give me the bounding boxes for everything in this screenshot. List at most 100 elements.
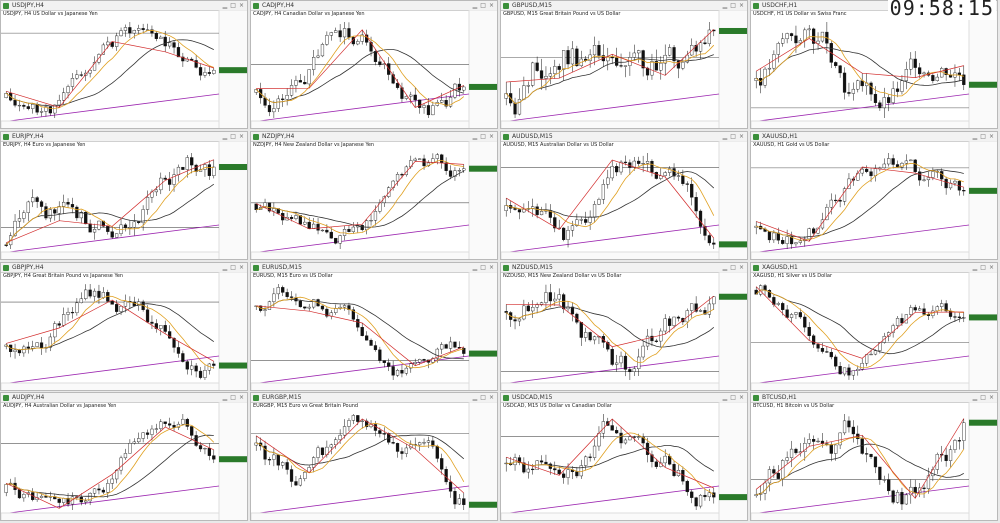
minimize-icon[interactable]: ▁ (222, 132, 228, 140)
chart-window-usdjpy-h4[interactable]: USDJPY,H4 ▁ □ × USDJPY, H4 US Dollar vs Japa… (0, 0, 248, 129)
chart-window-usdcad-m15[interactable]: USDCAD,M15 ▁ □ × USDCAD, M15 US Dollar vs Ca… (500, 392, 748, 521)
price-chart[interactable] (751, 402, 998, 521)
minimize-icon[interactable]: ▁ (472, 132, 478, 140)
price-chart[interactable] (251, 141, 498, 260)
chart-window-gbpjpy-h4[interactable]: GBPJPY,H4 ▁ □ × GBPJPY, H4 Great Britain Pou… (0, 262, 248, 391)
maximize-icon[interactable]: □ (730, 393, 736, 401)
price-chart[interactable] (1, 141, 248, 260)
price-chart[interactable] (251, 272, 498, 391)
chart-window-nzdusd-m15[interactable]: NZDUSD,M15 ▁ □ × NZDUSD, M15 New Zealand Dol… (500, 262, 748, 391)
close-icon[interactable]: × (738, 393, 744, 401)
close-icon[interactable]: × (488, 393, 494, 401)
chart-window-cadjpy-h4[interactable]: CADJPY,H4 ▁ □ × CADJPY, H4 Canadian Dollar v… (250, 0, 498, 129)
chart-titlebar[interactable]: USDCAD,M15 ▁ □ × (501, 393, 747, 403)
chart-titlebar[interactable]: NZDJPY,H4 ▁ □ × (251, 132, 497, 142)
chart-titlebar[interactable]: EURJPY,H4 ▁ □ × (1, 132, 247, 142)
price-chart[interactable] (501, 141, 748, 260)
chart-window-gbpusd-m15[interactable]: GBPUSD,M15 ▁ □ × GBPUSD, M15 Great Britain P… (500, 0, 748, 129)
trendline[interactable] (1, 485, 220, 515)
trendline[interactable] (751, 485, 970, 515)
maximize-icon[interactable]: □ (730, 132, 736, 140)
minimize-icon[interactable]: ▁ (472, 393, 478, 401)
close-icon[interactable]: × (238, 1, 244, 9)
maximize-icon[interactable]: □ (480, 1, 486, 9)
chart-titlebar[interactable]: XAUUSD,H1 ▁ □ × (751, 132, 997, 142)
trendline[interactable] (251, 485, 470, 515)
close-icon[interactable]: × (988, 393, 994, 401)
price-chart[interactable] (501, 10, 748, 129)
minimize-icon[interactable]: ▁ (222, 1, 228, 9)
trendline[interactable] (1, 224, 220, 254)
trendline[interactable] (501, 355, 720, 385)
chart-window-audjpy-h4[interactable]: AUDJPY,H4 ▁ □ × AUDJPY, H4 Australian Dollar… (0, 392, 248, 521)
close-icon[interactable]: × (238, 393, 244, 401)
minimize-icon[interactable]: ▁ (722, 1, 728, 9)
close-icon[interactable]: × (488, 132, 494, 140)
maximize-icon[interactable]: □ (230, 1, 236, 9)
chart-titlebar[interactable]: XAGUSD,H1 ▁ □ × (751, 263, 997, 273)
trendline[interactable] (251, 224, 470, 254)
maximize-icon[interactable]: □ (730, 263, 736, 271)
maximize-icon[interactable]: □ (480, 132, 486, 140)
trendline[interactable] (751, 355, 970, 385)
chart-titlebar[interactable]: GBPUSD,M15 ▁ □ × (501, 1, 747, 11)
chart-titlebar[interactable]: EURGBP,M15 ▁ □ × (251, 393, 497, 403)
maximize-icon[interactable]: □ (480, 393, 486, 401)
price-chart[interactable] (251, 402, 498, 521)
maximize-icon[interactable]: □ (980, 132, 986, 140)
chart-window-eurgbp-m15[interactable]: EURGBP,M15 ▁ □ × EURGBP, M15 Euro vs Great B… (250, 392, 498, 521)
minimize-icon[interactable]: ▁ (472, 1, 478, 9)
minimize-icon[interactable]: ▁ (222, 393, 228, 401)
chart-titlebar[interactable]: AUDJPY,H4 ▁ □ × (1, 393, 247, 403)
minimize-icon[interactable]: ▁ (472, 263, 478, 271)
minimize-icon[interactable]: ▁ (722, 393, 728, 401)
minimize-icon[interactable]: ▁ (972, 393, 978, 401)
maximize-icon[interactable]: □ (980, 393, 986, 401)
chart-window-eurusd-m15[interactable]: EURUSD,M15 ▁ □ × EURUSD, M15 Euro vs US Doll… (250, 262, 498, 391)
maximize-icon[interactable]: □ (480, 263, 486, 271)
trendline[interactable] (501, 224, 720, 254)
trendline[interactable] (251, 93, 470, 123)
price-chart[interactable] (1, 10, 248, 129)
chart-titlebar[interactable]: USDJPY,H4 ▁ □ × (1, 1, 247, 11)
price-chart[interactable] (501, 402, 748, 521)
price-chart[interactable] (751, 272, 998, 391)
chart-window-btcusd-h1[interactable]: BTCUSD,H1 ▁ □ × BTCUSD, H1 Bitcoin vs US Dol… (750, 392, 998, 521)
price-chart[interactable] (501, 272, 748, 391)
price-chart[interactable] (251, 10, 498, 129)
minimize-icon[interactable]: ▁ (722, 263, 728, 271)
price-chart[interactable] (751, 141, 998, 260)
maximize-icon[interactable]: □ (730, 1, 736, 9)
close-icon[interactable]: × (238, 263, 244, 271)
chart-titlebar[interactable]: EURUSD,M15 ▁ □ × (251, 263, 497, 273)
chart-window-usdchf-h1[interactable]: USDCHF,H1▁□×USDCHF, H1 US Dollar vs Swis… (750, 0, 998, 129)
trendline[interactable] (1, 355, 220, 385)
chart-window-eurjpy-h4[interactable]: EURJPY,H4 ▁ □ × EURJPY, H4 Euro vs Japanese … (0, 131, 248, 260)
chart-titlebar[interactable]: BTCUSD,H1 ▁ □ × (751, 393, 997, 403)
close-icon[interactable]: × (738, 132, 744, 140)
maximize-icon[interactable]: □ (230, 263, 236, 271)
close-icon[interactable]: × (488, 263, 494, 271)
chart-window-xauusd-h1[interactable]: XAUUSD,H1 ▁ □ × XAUUSD, H1 Gold vs US Dollar (750, 131, 998, 260)
trendline[interactable] (751, 93, 970, 123)
price-chart[interactable] (1, 402, 248, 521)
chart-window-audusd-m15[interactable]: AUDUSD,M15 ▁ □ × AUDUSD, M15 Australian Doll… (500, 131, 748, 260)
chart-window-nzdjpy-h4[interactable]: NZDJPY,H4 ▁ □ × NZDJPY, H4 New Zealand Dolla… (250, 131, 498, 260)
trendline[interactable] (1, 93, 220, 123)
close-icon[interactable]: × (738, 1, 744, 9)
minimize-icon[interactable]: ▁ (972, 132, 978, 140)
chart-window-xagusd-h1[interactable]: XAGUSD,H1 ▁ □ × XAGUSD, H1 Silver vs US Doll… (750, 262, 998, 391)
chart-titlebar[interactable]: AUDUSD,M15 ▁ □ × (501, 132, 747, 142)
maximize-icon[interactable]: □ (230, 393, 236, 401)
close-icon[interactable]: × (238, 132, 244, 140)
trendline[interactable] (251, 355, 470, 385)
maximize-icon[interactable]: □ (980, 263, 986, 271)
maximize-icon[interactable]: □ (230, 132, 236, 140)
minimize-icon[interactable]: ▁ (972, 263, 978, 271)
close-icon[interactable]: × (738, 263, 744, 271)
close-icon[interactable]: × (488, 1, 494, 9)
close-icon[interactable]: × (988, 132, 994, 140)
trendline[interactable] (501, 485, 720, 515)
close-icon[interactable]: × (988, 263, 994, 271)
minimize-icon[interactable]: ▁ (722, 132, 728, 140)
